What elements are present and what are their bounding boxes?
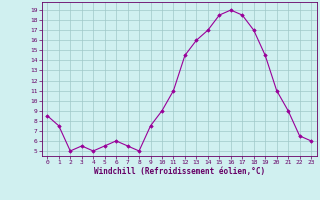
X-axis label: Windchill (Refroidissement éolien,°C): Windchill (Refroidissement éolien,°C) bbox=[94, 167, 265, 176]
